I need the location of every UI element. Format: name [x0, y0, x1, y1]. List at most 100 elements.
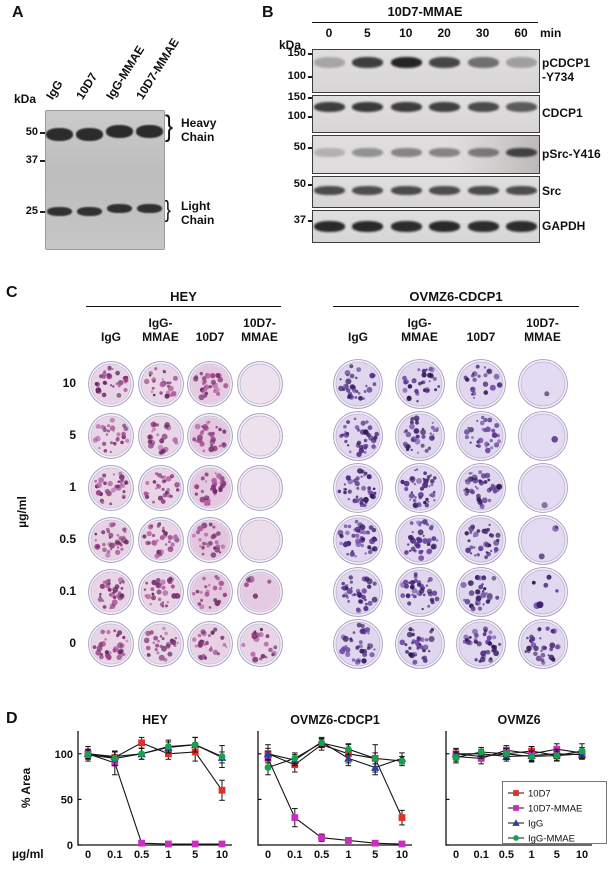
data-point: [138, 739, 145, 747]
gel-lane-label: 10D7: [73, 70, 101, 102]
blot-box: [312, 95, 540, 133]
gel-band-light-chain: [137, 204, 162, 213]
data-point: [165, 750, 172, 758]
blot-band: [506, 102, 537, 113]
dish-medium: [397, 465, 442, 511]
colony-well: [517, 567, 568, 617]
colony-well: [333, 463, 383, 513]
panel-a-label: A: [12, 4, 24, 21]
gel-band-heavy-chain: [106, 125, 133, 138]
column-header: 10D7- MMAE: [241, 316, 278, 344]
stain-wash: [398, 415, 441, 457]
panel-b-title: 10D7-MMAE: [387, 4, 463, 19]
x-tick-label: 0.1: [474, 849, 489, 861]
data-point: [371, 763, 380, 771]
colony-well: [394, 411, 445, 461]
colony-well: [333, 411, 383, 461]
colony-well: [187, 361, 233, 407]
colony-well: [88, 621, 134, 667]
dish-medium: [90, 363, 132, 405]
data-point: [398, 840, 406, 848]
blot-band: [314, 56, 345, 68]
blot-band: [506, 185, 537, 195]
colony-well: [236, 569, 283, 615]
legend-marker: [513, 805, 519, 811]
panel-b-time-unit: min: [540, 26, 562, 40]
data-point: [528, 753, 535, 760]
blot-marker-tick: [308, 220, 312, 223]
panel-b-title-underline: [312, 22, 538, 23]
data-point: [165, 743, 172, 750]
colony-well: [456, 567, 506, 617]
blot-band: [506, 220, 537, 232]
gel-band-heavy-chain: [136, 125, 163, 138]
column-header: 10D7: [466, 330, 496, 344]
blot-band: [506, 147, 537, 157]
y-axis-label: % Area: [19, 768, 33, 809]
blot-band: [467, 185, 499, 195]
colony-well: [187, 465, 233, 511]
data-point: [578, 747, 586, 755]
row-concentration-label: 0: [69, 636, 76, 650]
stain-wash: [241, 521, 279, 559]
x-tick-label: 0: [265, 849, 271, 861]
data-point: [138, 750, 146, 758]
brace-icon: }: [164, 196, 171, 222]
x-tick-label: 1: [165, 849, 171, 861]
x-tick-label: 0.5: [134, 849, 149, 861]
data-point: [218, 753, 226, 760]
column-header: 10D7: [195, 330, 225, 344]
series-line: [455, 750, 583, 758]
colony-well: [517, 515, 568, 565]
x-tick-label: 0: [85, 849, 91, 861]
panel-b-label: B: [262, 4, 274, 21]
x-tick-label: 1: [529, 849, 535, 861]
blot-band: [352, 220, 384, 232]
data-point: [318, 834, 325, 842]
data-point: [165, 840, 172, 848]
group-header: HEY: [170, 289, 197, 304]
timepoint-label: 0: [325, 26, 333, 40]
blot-box: [312, 210, 540, 243]
colony-well: [456, 619, 506, 669]
legend-label: 10D7: [528, 789, 551, 800]
stain-wash: [191, 521, 229, 559]
data-point: [345, 837, 352, 844]
gel-marker-label: 50: [25, 126, 38, 138]
blot-marker-label: 100: [287, 109, 306, 122]
blot-band: [314, 185, 345, 195]
blot-name: pCDCP1 -Y734: [542, 56, 591, 84]
legend-label: IgG: [528, 819, 543, 830]
column-header: IgG: [101, 330, 121, 344]
dish-medium: [239, 415, 280, 457]
data-point: [477, 748, 485, 756]
blot-marker-tick: [308, 183, 312, 186]
data-point: [318, 739, 325, 747]
blot-band: [467, 102, 499, 113]
series-line: [87, 744, 223, 759]
colony-well: [137, 517, 184, 563]
column-header: IgG- MMAE: [401, 316, 438, 344]
colony-well: [394, 619, 445, 669]
data-point: [291, 814, 299, 822]
blot-marker-tick: [308, 75, 312, 78]
dish-medium: [335, 413, 381, 459]
data-point: [344, 754, 353, 762]
blot-band: [467, 56, 499, 68]
stain-wash: [398, 467, 441, 509]
colony-well: [236, 361, 283, 407]
colony-well: [394, 359, 445, 409]
gel-band-light-chain: [77, 207, 102, 216]
data-point: [111, 754, 119, 762]
blot-marker-tick: [308, 97, 312, 100]
blot-band: [467, 147, 499, 157]
blot-band: [352, 56, 384, 68]
y-tick-label: 50: [61, 794, 73, 806]
colony-well: [137, 621, 184, 667]
colony-well: [456, 515, 506, 565]
data-point: [553, 752, 561, 760]
stain-wash: [191, 365, 229, 403]
colony-well: [456, 411, 506, 461]
chart-title: OVMZ6: [497, 713, 540, 727]
